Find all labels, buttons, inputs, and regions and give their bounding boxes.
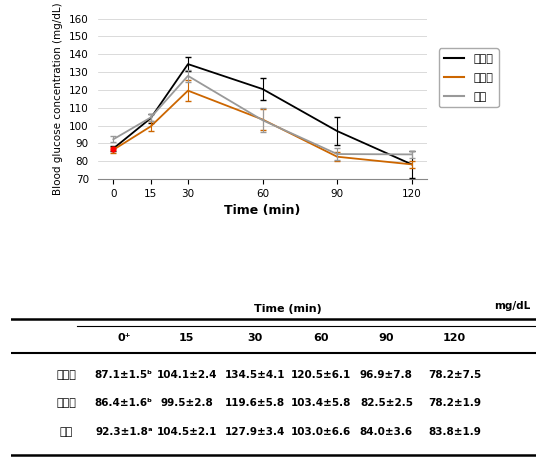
Text: 포도당: 포도당 — [56, 369, 76, 380]
Text: 103.4±5.8: 103.4±5.8 — [290, 398, 351, 408]
Text: 103.0±6.6: 103.0±6.6 — [290, 427, 351, 437]
Text: 96.9±7.8: 96.9±7.8 — [360, 369, 413, 380]
Text: mg/dL: mg/dL — [494, 301, 531, 311]
Text: 90: 90 — [379, 333, 394, 342]
Text: 134.5±4.1: 134.5±4.1 — [225, 369, 286, 380]
Text: 127.9±3.4: 127.9±3.4 — [225, 427, 286, 437]
Text: 120.5±6.1: 120.5±6.1 — [290, 369, 351, 380]
Text: 83.8±1.9: 83.8±1.9 — [428, 427, 481, 437]
Text: Time (min): Time (min) — [254, 304, 322, 314]
Text: 30: 30 — [247, 333, 263, 342]
Text: 119.6±5.8: 119.6±5.8 — [225, 398, 285, 408]
Text: 82.5±2.5: 82.5±2.5 — [360, 398, 413, 408]
Text: 78.2±1.9: 78.2±1.9 — [428, 398, 481, 408]
Text: 60: 60 — [313, 333, 329, 342]
Text: 92.3±1.8ᵃ: 92.3±1.8ᵃ — [95, 427, 153, 437]
Text: 84.0±3.6: 84.0±3.6 — [360, 427, 413, 437]
Text: 0⁺: 0⁺ — [117, 333, 131, 342]
Y-axis label: Blood glucose concentration (mg/dL): Blood glucose concentration (mg/dL) — [54, 2, 63, 195]
X-axis label: Time (min): Time (min) — [224, 204, 301, 217]
Text: 78.2±7.5: 78.2±7.5 — [428, 369, 481, 380]
Text: 86.4±1.6ᵇ: 86.4±1.6ᵇ — [95, 398, 153, 408]
Text: 87.1±1.5ᵇ: 87.1±1.5ᵇ — [95, 369, 153, 380]
Text: 삶은밥: 삶은밥 — [56, 398, 76, 408]
Text: 104.5±2.1: 104.5±2.1 — [156, 427, 217, 437]
Text: 군밤: 군밤 — [60, 427, 73, 437]
Text: 15: 15 — [179, 333, 195, 342]
Text: 99.5±2.8: 99.5±2.8 — [160, 398, 213, 408]
Legend: 포도당, 삶은밥, 군밤: 포도당, 삶은밥, 군밤 — [439, 48, 499, 107]
Text: 104.1±2.4: 104.1±2.4 — [156, 369, 217, 380]
Text: 120: 120 — [443, 333, 466, 342]
